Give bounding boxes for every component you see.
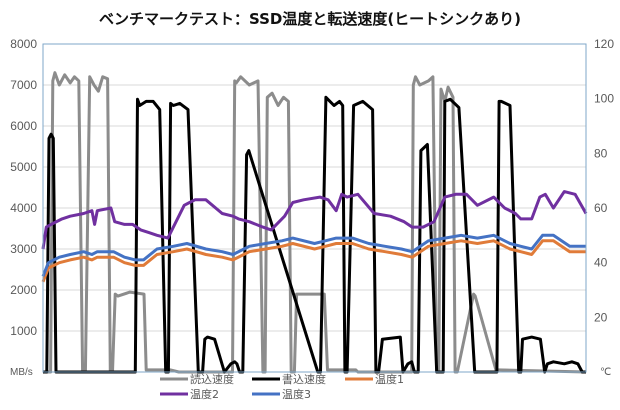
right-axis-unit: ℃ (600, 367, 611, 378)
left-tick-label: 4000 (10, 201, 37, 215)
legend-label: 温度3 (282, 387, 311, 401)
right-tick-label: 100 (594, 92, 614, 106)
left-tick-label: 7000 (10, 78, 37, 92)
legend-item: 書込速度 (252, 372, 326, 386)
right-tick-label: 20 (594, 310, 608, 324)
right-tick-label: 40 (594, 256, 608, 270)
plot-frame (42, 43, 587, 373)
series-line-temp1 (41, 239, 586, 283)
left-tick-label: 6000 (10, 119, 37, 133)
left-axis-ticks: 1000 2000 3000 4000 5000 6000 7000 8000 (10, 37, 37, 338)
legend-label: 読込速度 (190, 372, 234, 386)
series-line-temp3 (41, 233, 586, 277)
left-axis-unit: MB/s (10, 367, 33, 378)
legend-item: 温度2 (160, 387, 219, 401)
legend-label: 書込速度 (282, 372, 326, 386)
legend: 読込速度 書込速度 温度1 温度2 温度3 (160, 372, 404, 401)
left-tick-label: 8000 (10, 37, 37, 51)
right-tick-label: 60 (594, 201, 608, 215)
series-line-read (43, 71, 587, 374)
left-tick-label: 3000 (10, 242, 37, 256)
legend-item: 読込速度 (160, 372, 234, 386)
left-tick-label: 1000 (10, 324, 37, 338)
gridlines (43, 43, 586, 332)
right-axis-ticks: 20 40 60 80 100 120 (594, 37, 614, 324)
right-tick-label: 80 (594, 146, 608, 160)
legend-item: 温度3 (252, 387, 311, 401)
chart-title: ベンチマークテスト：SSD温度と転送速度(ヒートシンクあり) (99, 10, 521, 28)
series-line-temp2 (41, 190, 588, 250)
left-tick-label: 2000 (10, 283, 37, 297)
series-lines (41, 71, 588, 374)
legend-label: 温度2 (190, 387, 219, 401)
legend-label: 温度1 (375, 372, 404, 386)
legend-item: 温度1 (345, 372, 404, 386)
right-tick-label: 120 (594, 37, 614, 51)
left-tick-label: 5000 (10, 160, 37, 174)
